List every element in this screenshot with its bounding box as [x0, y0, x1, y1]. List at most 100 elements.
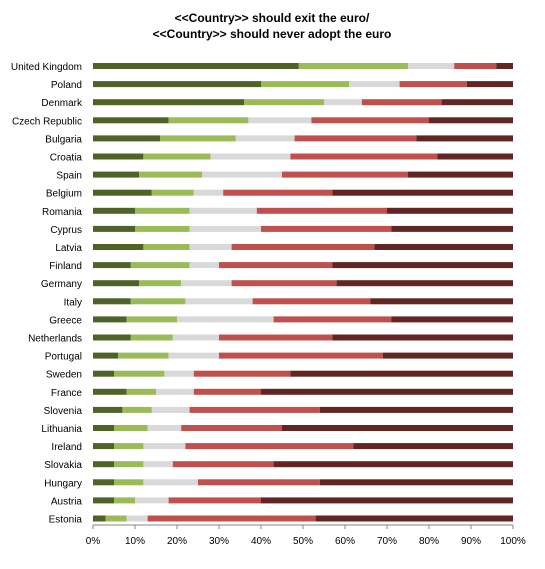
category-label: Croatia	[50, 153, 83, 164]
category-label: Hungary	[44, 478, 82, 489]
bar-segment-3	[189, 262, 219, 269]
bar-segment-2	[122, 406, 152, 413]
bar-segment-3	[248, 117, 312, 124]
bar-segment-1	[93, 81, 261, 88]
x-axis: 0% 10% 20% 30% 40% 50% 60% 70% 80% 90% 100%	[86, 524, 526, 547]
bar-segment-4	[219, 352, 383, 359]
x-tick-label: 50%	[293, 536, 313, 547]
category-label: Cyprus	[50, 225, 82, 236]
bar-segment-4	[311, 117, 429, 124]
bar-segment-1	[93, 171, 140, 178]
bar-segment-2	[126, 316, 177, 323]
category-label: Romania	[42, 207, 82, 218]
bar-segment-5	[290, 370, 513, 377]
bar-segment-3	[143, 461, 173, 468]
bar-segment-1	[93, 280, 140, 287]
bar-segment-5	[374, 244, 513, 250]
bar-segment-2	[105, 515, 127, 522]
bar-segment-2	[118, 352, 169, 359]
bar-segment-1	[93, 406, 123, 413]
bar-segment-2	[143, 244, 190, 250]
bar-segment-5	[391, 225, 513, 232]
category-label: Lithuania	[41, 424, 82, 435]
bar-segment-5	[437, 153, 513, 160]
bar-segment-1	[93, 117, 169, 124]
bar-segment-2	[114, 443, 144, 450]
bar-segment-1	[93, 316, 127, 323]
bar-segment-4	[219, 262, 333, 269]
bar-segment-2	[168, 117, 249, 124]
bar-segment-1	[93, 334, 131, 341]
category-label: Italy	[64, 297, 82, 308]
bar-segment-1	[93, 370, 114, 377]
bar-segment-2	[114, 425, 148, 431]
chart-title-line-1: <<Country>> should exit the euro/	[175, 11, 370, 25]
bar-segment-4	[189, 406, 320, 413]
category-label: Portugal	[45, 352, 82, 363]
category-label: Sweden	[46, 370, 82, 381]
bar-segment-3	[177, 316, 274, 323]
category-label: Poland	[51, 80, 82, 91]
bar-segment-4	[219, 334, 333, 341]
bar-segment-1	[93, 352, 119, 359]
bar-segment-4	[198, 479, 320, 486]
bar-segment-4	[290, 153, 438, 160]
category-label: Slovakia	[44, 460, 82, 471]
bar-segment-2	[261, 81, 350, 88]
bar-segment-1	[93, 388, 127, 395]
bar-segment-3	[151, 406, 190, 413]
bar-segment-2	[143, 153, 211, 160]
bar-segment-5	[391, 316, 513, 323]
bar-segment-1	[93, 153, 144, 160]
category-label: France	[51, 388, 83, 399]
bar-segment-1	[93, 135, 161, 142]
bar-segment-3	[147, 425, 182, 431]
bar-segment-1	[93, 425, 114, 431]
bar-segment-1	[93, 244, 144, 250]
bar-segment-5	[261, 388, 513, 395]
bar-segment-2	[298, 63, 408, 69]
category-label: Slovenia	[44, 406, 83, 417]
bar-segment-3	[168, 352, 219, 359]
category-label: Ireland	[51, 442, 82, 453]
bar-segment-5	[466, 81, 513, 88]
category-label: Denmark	[41, 98, 83, 109]
bar-segment-1	[93, 479, 114, 486]
bar-segment-4	[361, 99, 442, 106]
bar-segment-3	[189, 244, 232, 250]
bar-segment-4	[172, 461, 274, 468]
bar-segment-5	[273, 461, 513, 468]
bar-segment-1	[93, 443, 114, 450]
x-tick-label: 30%	[209, 536, 229, 547]
bar-segment-4	[181, 425, 282, 431]
category-label: Greece	[49, 315, 82, 326]
bar-segment-5	[332, 262, 513, 269]
bar-segment-4	[252, 298, 371, 305]
bar-segment-3	[164, 370, 194, 377]
bar-segment-2	[139, 171, 203, 178]
x-tick-label: 70%	[377, 536, 397, 547]
bar-segment-5	[261, 497, 513, 504]
bar-segment-2	[114, 497, 135, 504]
bar-segment-2	[114, 370, 165, 377]
bar-segment-4	[273, 316, 392, 323]
bar-segment-2	[130, 334, 173, 341]
category-label: Spain	[56, 171, 82, 182]
bar-segment-5	[441, 99, 513, 106]
bar-segment-3	[156, 388, 194, 395]
bar-segment-2	[130, 298, 186, 305]
bar-segment-1	[93, 461, 114, 468]
bar-segment-4	[282, 171, 408, 178]
bar-segment-3	[135, 497, 169, 504]
category-label: Germany	[41, 279, 82, 290]
bar-segment-5	[315, 515, 513, 522]
bar-segment-2	[135, 225, 190, 232]
bar-segment-5	[408, 171, 513, 178]
bar-segment-2	[244, 99, 324, 106]
bar-segment-5	[282, 425, 513, 431]
bar-segment-5	[332, 334, 513, 341]
bar-segment-1	[93, 63, 299, 69]
bars	[93, 63, 513, 522]
bar-segment-2	[130, 262, 190, 269]
